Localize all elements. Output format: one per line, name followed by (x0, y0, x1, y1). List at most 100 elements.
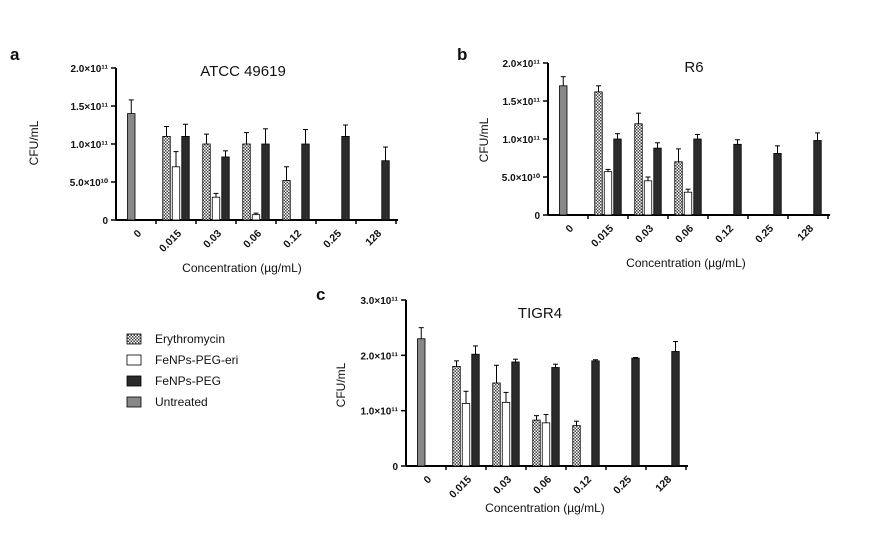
x-tick-label: 0.12 (713, 223, 736, 246)
chart-panel-c: c TIGR4 CFU/mL Concentration (µg/mL) 0 1.0×10… (316, 285, 688, 515)
y-tick-label: 3.0×10¹¹ (360, 296, 398, 307)
y-tick-label: 1.5×10¹¹ (502, 97, 540, 108)
x-tick-label: 0 (422, 474, 435, 487)
bar (261, 143, 270, 221)
y-axis-label: CFU/mL (477, 117, 491, 162)
legend-label: Erythromycin (155, 332, 225, 346)
chart-panel-b: b R6 CFU/mL Concentration (µg/mL) 0 5.0×10¹⁰ 1… (457, 45, 830, 270)
panel-letter: a (10, 45, 20, 64)
x-tick-label: 0.25 (321, 228, 344, 251)
y-tick-label: 0 (392, 462, 398, 473)
y-tick-label: 1.0×10¹¹ (70, 140, 108, 151)
bar (559, 85, 568, 216)
x-tick-label: 0 (564, 223, 577, 236)
bar (211, 196, 221, 221)
y-tick-label: 2.0×10¹¹ (360, 351, 398, 362)
x-tick-label: 0.12 (571, 474, 594, 497)
legend-swatch (126, 354, 142, 366)
x-tick-label: 128 (363, 228, 384, 249)
x-tick-label: 0.015 (447, 474, 474, 501)
legend: Erythromycin FeNPs-PEG-eri FeNPs-PEG Untrea… (126, 332, 238, 409)
bar (282, 180, 291, 221)
bar (572, 425, 581, 467)
y-tick-label: 2.0×10¹¹ (70, 64, 108, 75)
bar (127, 113, 136, 221)
panel-letter: b (457, 45, 467, 64)
bar (471, 353, 480, 467)
bar (181, 135, 190, 221)
bar (162, 135, 171, 221)
x-axis-label: Concentration (µg/mL) (485, 501, 605, 515)
bar (202, 143, 211, 221)
bar (603, 171, 613, 216)
x-tick-label: 0.03 (491, 474, 514, 497)
x-tick-label: 0.03 (201, 228, 224, 251)
x-tick-label: 0.015 (157, 228, 184, 255)
x-tick-label: 0.03 (633, 223, 656, 246)
bar (653, 147, 662, 216)
legend-label: FeNPs-PEG-eri (155, 353, 238, 367)
y-tick-label: 5.0×10¹⁰ (502, 173, 540, 184)
x-axis-label: Concentration (µg/mL) (626, 256, 746, 270)
y-tick-label: 2.0×10¹¹ (502, 59, 540, 70)
bar (381, 160, 390, 221)
legend-swatch (126, 333, 142, 345)
x-tick-label: 0.06 (531, 474, 554, 497)
bar (733, 143, 742, 216)
y-tick-label: 1.5×10¹¹ (70, 102, 108, 113)
bar (242, 143, 251, 221)
bar (591, 360, 600, 467)
bar (532, 419, 541, 467)
x-tick-label: 0.25 (753, 223, 776, 246)
x-tick-label: 0.06 (241, 228, 264, 251)
y-tick-label: 0 (102, 216, 108, 227)
x-tick-label: 0.015 (589, 223, 616, 250)
y-tick-label: 0 (534, 211, 540, 222)
x-tick-label: 128 (795, 223, 816, 244)
y-tick-label: 1.0×10¹¹ (360, 407, 398, 418)
x-tick-label: 0.25 (611, 474, 634, 497)
bar (634, 123, 643, 216)
x-axis-label: Concentration (µg/mL) (182, 261, 302, 275)
bar (341, 135, 350, 221)
bar (693, 138, 702, 216)
bar (613, 138, 622, 216)
bar (773, 153, 782, 216)
bar (594, 91, 603, 216)
chart-panel-a: a ATCC 49619 CFU/mL Concentration (µg/mL) 0 5… (10, 45, 398, 275)
bar (683, 191, 693, 216)
bar (643, 180, 653, 216)
bar (674, 161, 683, 216)
x-tick-label: 128 (653, 474, 674, 495)
bar (221, 156, 230, 221)
bar (251, 214, 261, 221)
bar (171, 166, 181, 221)
y-tick-label: 5.0×10¹⁰ (70, 178, 108, 189)
x-tick-label: 0 (132, 228, 145, 241)
bar (511, 361, 520, 467)
legend-swatch (126, 375, 142, 387)
bar (671, 351, 680, 467)
bar (551, 367, 560, 467)
legend-swatch (126, 396, 142, 408)
x-tick-label: 0.12 (281, 228, 304, 251)
bar (631, 357, 640, 467)
bar (301, 143, 310, 221)
bar (452, 365, 461, 467)
bar (417, 338, 426, 467)
y-axis-label: CFU/mL (334, 362, 348, 407)
y-tick-label: 1.0×10¹¹ (502, 135, 540, 146)
legend-label: FeNPs-PEG (155, 374, 221, 388)
bar (492, 382, 501, 467)
y-axis-label: CFU/mL (27, 120, 41, 165)
chart-title: TIGR4 (518, 305, 562, 322)
bar (501, 401, 511, 467)
bar (461, 403, 471, 467)
legend-label: Untreated (155, 395, 208, 409)
bar (813, 140, 822, 216)
bar (541, 422, 551, 467)
panel-letter: c (316, 285, 325, 304)
chart-title: R6 (684, 59, 703, 76)
x-tick-label: 0.06 (673, 223, 696, 246)
